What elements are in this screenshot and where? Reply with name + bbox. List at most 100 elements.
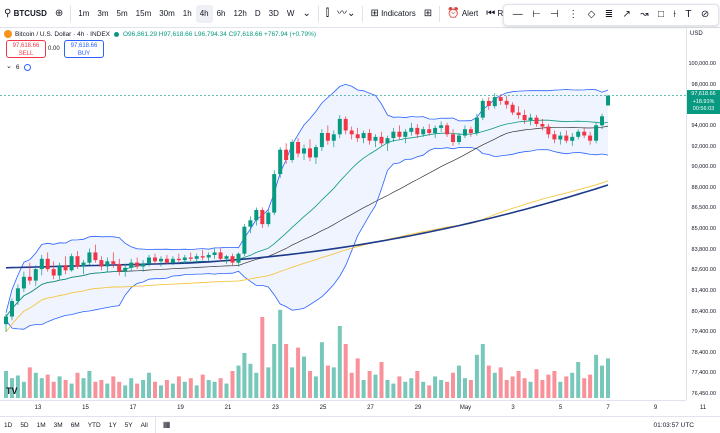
buy-button[interactable]: 97,618.66 BUY [64, 40, 104, 58]
volume-bar [528, 381, 533, 398]
candle-body [272, 174, 277, 213]
symbol-search-button[interactable]: ⚲ BTCUSD [0, 0, 51, 28]
diamond-icon[interactable]: ◇ [587, 9, 596, 20]
tradingview-logo[interactable]: TV [6, 386, 18, 396]
eraser-icon[interactable]: ⊘ [700, 9, 710, 20]
interval-d[interactable]: D [254, 9, 261, 18]
range-5y[interactable]: 5Y [124, 421, 133, 429]
volume-bar [510, 376, 515, 398]
chart-type-button[interactable]: ⫿ [322, 0, 333, 28]
interval-3d[interactable]: 3D [268, 9, 279, 18]
price-chart[interactable] [0, 28, 686, 400]
volume-bar [153, 381, 157, 398]
candle-body [552, 134, 557, 140]
range-1y[interactable]: 1Y [108, 421, 117, 429]
range-3m[interactable]: 3M [53, 421, 63, 429]
volume-bar [135, 383, 140, 398]
layouts-button[interactable]: ⊞ [420, 0, 436, 28]
go-to-date-button[interactable]: ▦ [159, 420, 175, 430]
interval-12h[interactable]: 12h [233, 9, 247, 18]
interval-1m[interactable]: 1m [78, 9, 90, 18]
indicators-button[interactable]: ⊞ Indicators [366, 0, 419, 28]
volume-bar [33, 372, 38, 398]
utc-clock[interactable]: 01:03:57 UTC [653, 422, 694, 429]
volume-bar [308, 371, 312, 398]
range-6m[interactable]: 6M [70, 421, 80, 429]
volume-bar [188, 378, 193, 398]
candle-body [147, 257, 151, 264]
volume-bar [552, 371, 557, 398]
volume-bar [278, 309, 283, 398]
volume-bar [606, 358, 610, 398]
sell-button[interactable]: 97,618.66 SELL [6, 40, 46, 58]
candle-body [51, 269, 56, 276]
candle-body [242, 226, 247, 254]
range-ytd[interactable]: YTD [87, 421, 101, 429]
interval-3m[interactable]: 3m [97, 9, 109, 18]
candle-body [212, 252, 217, 255]
candle-body [486, 100, 491, 106]
last-price-tag: 97,618.66 +18.91% 00:56:03 [687, 90, 720, 114]
interval-1h[interactable]: 1h [182, 9, 192, 18]
spread-value: 0.00 [48, 46, 60, 52]
interval-15m[interactable]: 15m [135, 9, 152, 18]
candle-body [570, 136, 575, 141]
horizontal-line-icon[interactable]: — [512, 9, 523, 20]
interval-30m[interactable]: 30m [159, 9, 175, 18]
candle-body [528, 117, 533, 121]
volume-bar [147, 372, 151, 398]
range-5d[interactable]: 5D [20, 421, 29, 429]
range-all[interactable]: All [140, 421, 148, 429]
text-tool-icon[interactable]: T [685, 9, 692, 20]
symbol-label: BTCUSD [13, 9, 47, 18]
market-open-icon [114, 31, 119, 37]
indicators-toggle[interactable]: ⌄ 6 [6, 62, 31, 72]
rectangle-icon[interactable]: □ [658, 9, 665, 20]
volume-bar [63, 380, 68, 398]
volume-bar [236, 365, 241, 398]
volume-bar [242, 353, 247, 398]
crosshair-icon[interactable]: ⟊ [673, 9, 676, 20]
long-position-icon[interactable]: ⊢ [532, 9, 541, 20]
path-icon[interactable]: ↝ [640, 9, 649, 20]
candle-body [230, 256, 235, 263]
time-tick-label: 21 [224, 405, 232, 411]
candle-body [141, 263, 146, 267]
interval-5m[interactable]: 5m [116, 9, 128, 18]
fib-icon[interactable]: ⋮ [568, 9, 579, 20]
candle-body [284, 149, 289, 160]
candle-body [87, 252, 92, 263]
volume-bar [111, 376, 116, 398]
candle-body [600, 116, 604, 126]
interval-w[interactable]: W [286, 9, 295, 18]
candle-body [39, 258, 44, 270]
candle-body [308, 148, 312, 158]
candle-body [290, 142, 295, 160]
range-1m[interactable]: 1M [36, 421, 46, 429]
line-style-button[interactable]: 〰 ⌄ [333, 0, 359, 28]
interval-6h[interactable]: 6h [216, 9, 226, 18]
candle-body [57, 265, 62, 276]
buy-label: BUY [77, 51, 91, 57]
brush-icon[interactable]: ↗ [622, 9, 631, 20]
candle-body [111, 261, 116, 264]
pitchfork-icon[interactable]: ⊣ [550, 9, 559, 20]
volume-bar [212, 381, 217, 398]
currency-label[interactable]: USD [690, 31, 703, 37]
add-symbol-button[interactable]: ⊕ [51, 0, 67, 28]
volume-bar [546, 374, 551, 398]
range-1d[interactable]: 1D [4, 421, 13, 429]
alert-label: Alert [461, 9, 479, 18]
candle-body [576, 131, 581, 137]
time-axis[interactable]: 13 15 17 19 21 23 25 27 29 May 3 5 7 9 11 [0, 400, 706, 416]
price-axis[interactable]: 100,000.0098,000.0096,000.0094,000.0092,… [686, 28, 720, 400]
alert-button[interactable]: ⏰ Alert [443, 0, 482, 28]
volume-bar [480, 344, 485, 398]
trend-line-icon: 〰 [337, 7, 348, 19]
interval-dropdown[interactable]: ⌄ [298, 0, 314, 28]
text-lines-icon[interactable]: ≣ [604, 9, 614, 20]
volume-bar [570, 372, 575, 398]
volume-bar [343, 344, 348, 398]
candle-body [403, 131, 408, 137]
interval-4h[interactable]: 4h [195, 4, 213, 23]
